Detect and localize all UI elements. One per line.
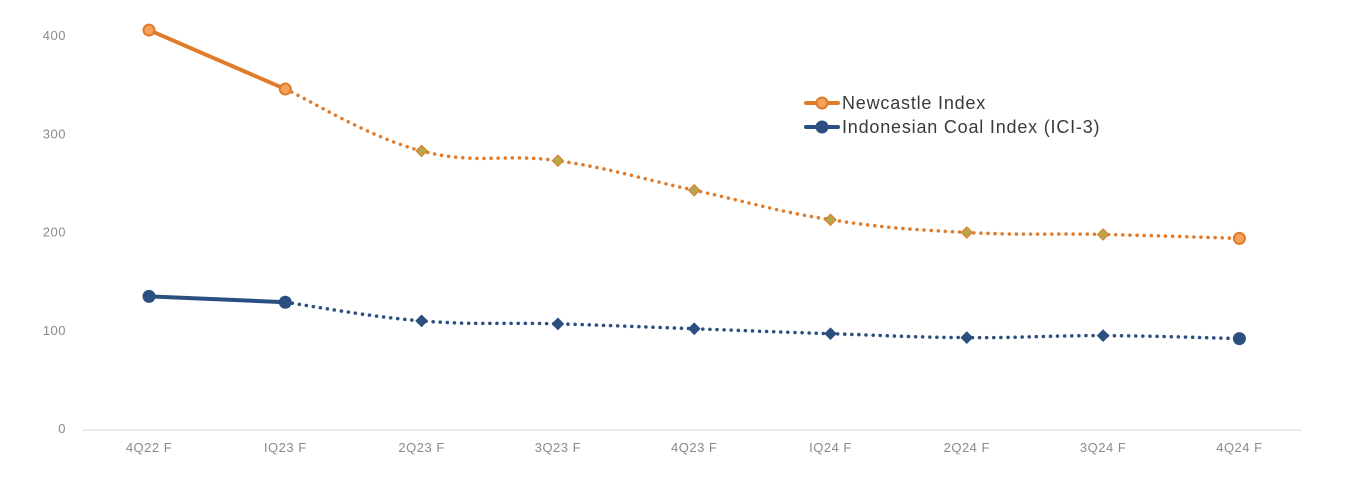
- data-point: [824, 213, 837, 227]
- data-point: [278, 295, 292, 309]
- data-point: [142, 289, 156, 303]
- x-tick-label: IQ24 F: [809, 440, 852, 455]
- series-line-dotted: [283, 87, 1242, 241]
- x-tick-label: 4Q22 F: [126, 440, 172, 455]
- legend-swatch-marker: [815, 120, 829, 134]
- data-point: [415, 314, 428, 328]
- data-point: [687, 183, 701, 197]
- series-indonesian-coal-index: [142, 289, 1246, 346]
- legend-swatch-marker: [815, 96, 829, 110]
- y-tick-label: 200: [43, 225, 66, 240]
- data-point: [960, 226, 974, 239]
- data-point: [687, 322, 701, 336]
- data-point: [960, 331, 974, 344]
- series-line-dotted: [283, 300, 1242, 341]
- data-point: [1096, 228, 1110, 241]
- y-tick-label: 100: [43, 323, 66, 338]
- x-tick-label: 4Q23 F: [671, 440, 717, 455]
- y-axis: 0 100 200 300 400: [43, 28, 66, 436]
- y-tick-label: 300: [43, 126, 66, 141]
- data-point: [1232, 231, 1246, 245]
- data-point: [1096, 329, 1110, 343]
- data-point: [142, 23, 156, 37]
- legend: Newcastle Index Indonesian Coal Index (IC…: [804, 93, 1100, 137]
- series-newcastle-index: [142, 23, 1246, 245]
- series-line-solid: [147, 294, 288, 305]
- y-tick-label: 0: [58, 421, 66, 436]
- x-tick-label: 3Q24 F: [1080, 440, 1126, 455]
- data-point: [551, 317, 565, 331]
- x-axis: 4Q22 F IQ23 F 2Q23 F 3Q23 F 4Q23 F IQ24 F 2Q24…: [126, 440, 1262, 455]
- series-layer: [142, 23, 1246, 346]
- data-point: [824, 327, 837, 341]
- y-tick-label: 400: [43, 28, 66, 43]
- data-point: [415, 144, 428, 158]
- data-point: [1232, 332, 1246, 346]
- legend-item: Newcastle Index: [804, 93, 986, 113]
- x-tick-label: 3Q23 F: [535, 440, 581, 455]
- series-line-solid: [147, 28, 288, 92]
- data-point: [278, 82, 292, 96]
- legend-item: Indonesian Coal Index (ICI-3): [804, 117, 1100, 137]
- x-tick-label: IQ23 F: [264, 440, 307, 455]
- x-tick-label: 4Q24 F: [1216, 440, 1262, 455]
- x-tick-label: 2Q24 F: [944, 440, 990, 455]
- legend-label: Newcastle Index: [842, 93, 986, 113]
- data-point: [551, 154, 565, 168]
- x-tick-label: 2Q23 F: [398, 440, 444, 455]
- legend-label: Indonesian Coal Index (ICI-3): [842, 117, 1100, 137]
